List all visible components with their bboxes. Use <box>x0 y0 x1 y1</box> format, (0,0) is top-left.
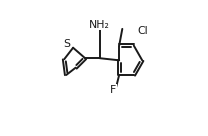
Text: Cl: Cl <box>137 26 147 36</box>
Text: S: S <box>63 38 70 49</box>
Text: F: F <box>110 85 116 95</box>
Text: NH₂: NH₂ <box>89 20 110 30</box>
